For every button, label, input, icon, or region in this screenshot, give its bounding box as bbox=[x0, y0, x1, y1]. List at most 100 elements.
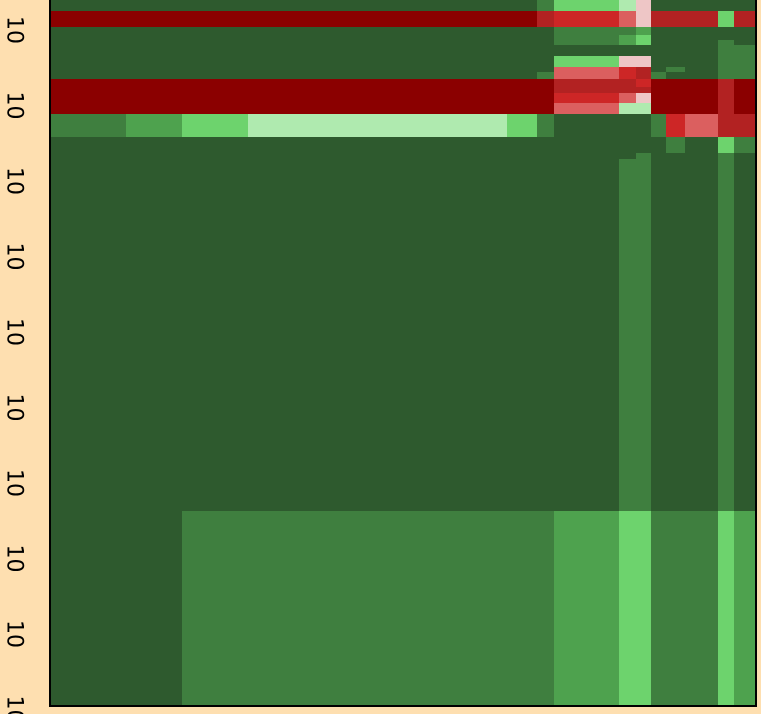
heatmap-cell bbox=[666, 398, 686, 408]
heatmap-cell bbox=[636, 98, 652, 104]
heatmap-cell bbox=[603, 11, 620, 28]
heatmap-cell bbox=[734, 230, 757, 238]
heatmap-cell bbox=[718, 425, 735, 441]
heatmap-cell bbox=[651, 93, 667, 99]
heatmap-cell bbox=[636, 45, 652, 57]
heatmap-cell bbox=[50, 35, 127, 41]
heatmap-cell bbox=[507, 398, 538, 408]
heatmap-cell bbox=[666, 544, 686, 564]
heatmap-cell bbox=[619, 249, 637, 263]
heatmap-cell bbox=[248, 125, 508, 138]
heatmap-cell bbox=[507, 87, 538, 94]
heatmap-cell bbox=[603, 398, 620, 408]
heatmap-cell bbox=[619, 237, 637, 242]
heatmap-cell bbox=[666, 137, 686, 154]
heatmap-cell bbox=[507, 93, 538, 99]
heatmap-cell bbox=[248, 398, 508, 408]
heatmap-cell bbox=[554, 35, 604, 41]
heatmap-cell bbox=[248, 316, 508, 353]
heatmap-cell bbox=[718, 316, 735, 353]
heatmap-cell bbox=[619, 379, 637, 399]
heatmap-cell bbox=[50, 216, 127, 226]
heatmap-cell bbox=[507, 440, 538, 457]
heatmap-cell bbox=[685, 137, 719, 154]
heatmap-cell bbox=[734, 137, 757, 154]
heatmap-cell bbox=[666, 153, 686, 160]
heatmap-cell bbox=[734, 125, 757, 138]
heatmap-cell bbox=[685, 629, 719, 657]
heatmap-cell bbox=[554, 230, 604, 238]
heatmap-cell bbox=[685, 72, 719, 80]
heatmap-cell bbox=[685, 27, 719, 36]
heatmap-cell bbox=[603, 511, 620, 528]
heatmap-cell bbox=[718, 563, 735, 579]
heatmap-cell bbox=[554, 153, 604, 160]
heatmap-cell bbox=[619, 103, 637, 115]
heatmap-cell bbox=[666, 262, 686, 276]
heatmap-cell bbox=[507, 40, 538, 46]
heatmap-cell bbox=[537, 275, 555, 286]
heatmap-cell bbox=[734, 690, 757, 707]
heatmap-cell bbox=[182, 629, 249, 657]
heatmap-cell bbox=[636, 225, 652, 231]
heatmap-cell bbox=[636, 578, 652, 600]
heatmap-cell bbox=[651, 527, 667, 545]
heatmap-cell bbox=[636, 11, 652, 28]
heatmap-cell bbox=[636, 153, 652, 160]
heatmap-cell bbox=[734, 578, 757, 600]
heatmap-cell bbox=[554, 114, 604, 126]
heatmap-cell bbox=[554, 482, 604, 496]
heatmap-cell bbox=[182, 87, 249, 94]
heatmap-cell bbox=[651, 578, 667, 600]
heatmap-cell bbox=[126, 544, 183, 564]
heatmap-cell bbox=[734, 56, 757, 68]
heatmap-cell bbox=[666, 237, 686, 242]
heatmap-cell bbox=[636, 237, 652, 242]
heatmap-cell bbox=[126, 407, 183, 426]
heatmap-cell bbox=[126, 563, 183, 579]
heatmap-cell bbox=[651, 87, 667, 94]
heatmap-cell bbox=[718, 495, 735, 512]
heatmap-cell bbox=[685, 98, 719, 104]
heatmap-cell bbox=[636, 103, 652, 115]
heatmap-cell bbox=[666, 35, 686, 41]
heatmap-cell bbox=[554, 495, 604, 512]
heatmap-cell bbox=[619, 285, 637, 298]
heatmap-cell bbox=[537, 11, 555, 28]
heatmap-cell bbox=[603, 297, 620, 317]
heatmap-cell bbox=[182, 425, 249, 441]
heatmap-cell bbox=[537, 629, 555, 657]
heatmap-cell bbox=[126, 137, 183, 154]
heatmap-cell bbox=[603, 137, 620, 154]
heatmap-cell bbox=[182, 398, 249, 408]
heatmap-cell bbox=[537, 159, 555, 202]
heatmap-cell bbox=[537, 45, 555, 57]
heatmap-cell bbox=[126, 511, 183, 528]
heatmap-cell bbox=[666, 98, 686, 104]
heatmap-cell bbox=[603, 482, 620, 496]
heatmap-cell bbox=[126, 11, 183, 28]
heatmap-cell bbox=[603, 230, 620, 238]
heatmap-cell bbox=[507, 316, 538, 353]
heatmap-cell bbox=[50, 495, 127, 512]
heatmap-cell bbox=[50, 93, 127, 99]
heatmap-cell bbox=[619, 72, 637, 80]
heatmap-cell bbox=[554, 237, 604, 242]
heatmap-cell bbox=[718, 379, 735, 399]
heatmap-cell bbox=[507, 98, 538, 104]
heatmap-cell bbox=[636, 72, 652, 80]
heatmap-cell bbox=[651, 511, 667, 528]
heatmap-cell bbox=[50, 79, 127, 88]
heatmap-cell bbox=[50, 87, 127, 94]
heatmap-cell bbox=[507, 103, 538, 115]
heatmap-cell bbox=[636, 379, 652, 399]
heatmap-cell bbox=[537, 87, 555, 94]
heatmap-cell bbox=[50, 407, 127, 426]
heatmap-cell bbox=[666, 563, 686, 579]
heatmap-cell bbox=[182, 285, 249, 298]
heatmap-cell bbox=[248, 237, 508, 242]
heatmap-cell bbox=[651, 407, 667, 426]
plot-frame bbox=[49, 0, 757, 707]
heatmap-cell bbox=[50, 599, 127, 630]
heatmap-cell bbox=[718, 103, 735, 115]
